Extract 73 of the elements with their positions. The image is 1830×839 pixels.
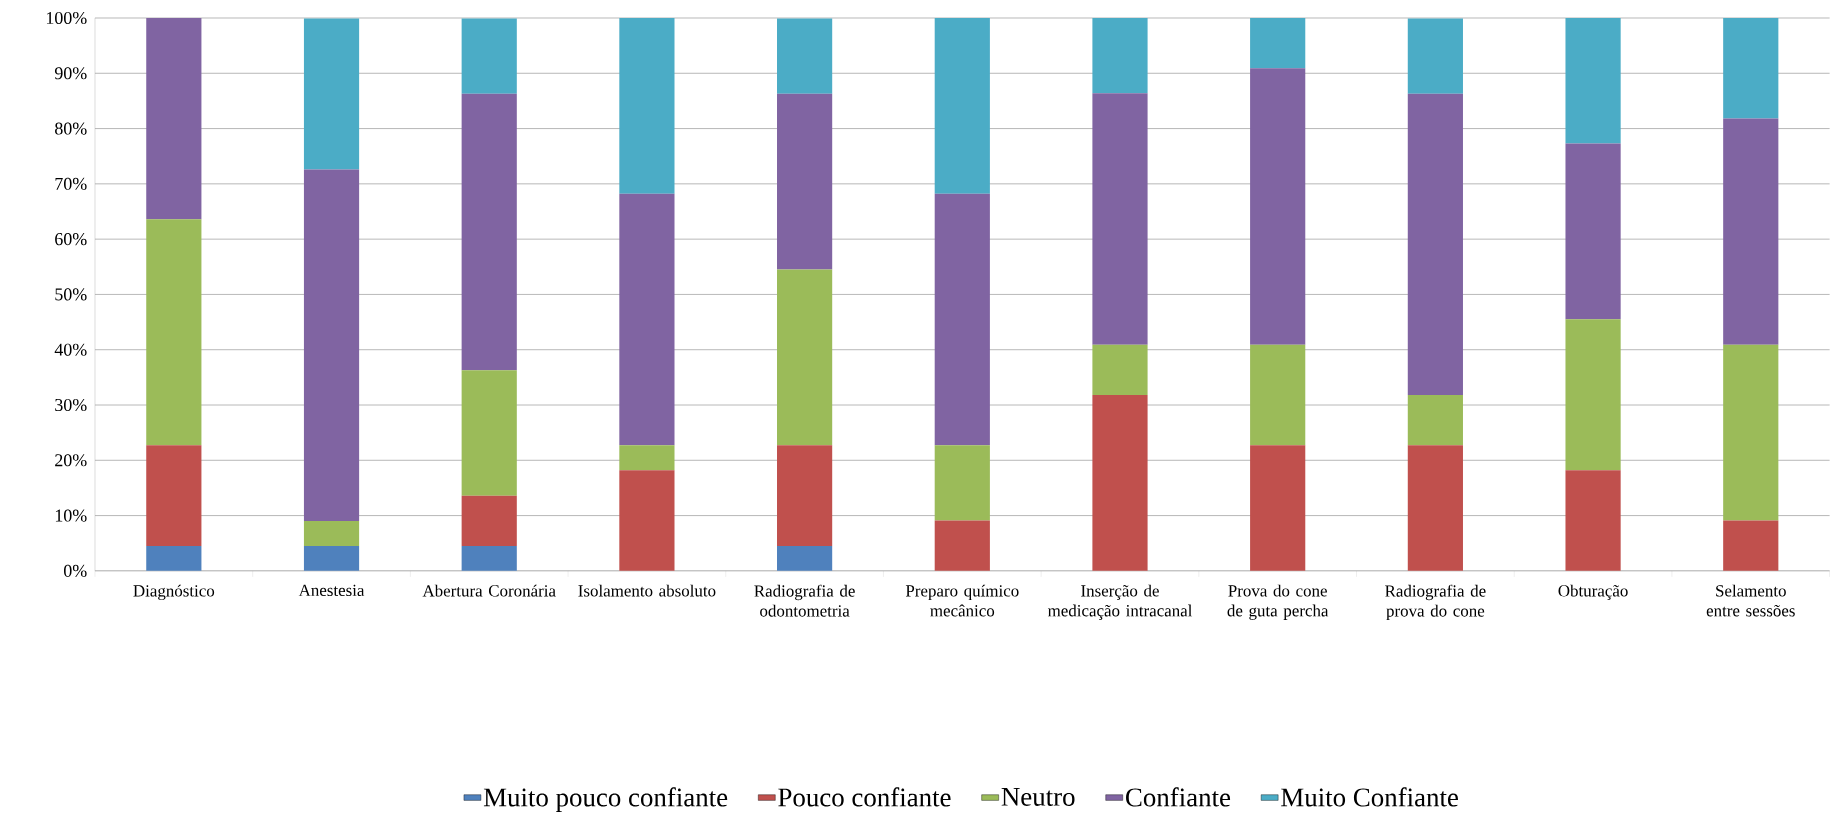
- legend-label: Muito Confiante: [1281, 787, 1458, 807]
- y-tick-label: 60%: [55, 233, 87, 246]
- legend-label: Pouco confiante: [778, 787, 951, 807]
- bar: [1407, 445, 1463, 571]
- y-tick-label: 10%: [55, 509, 87, 522]
- bar: [1723, 344, 1779, 521]
- bar: [934, 445, 990, 521]
- y-tick-label: 70%: [55, 177, 87, 191]
- bar: [1723, 18, 1779, 119]
- x-tick-label: Selamento entre sessões: [1706, 584, 1795, 617]
- bar: [1723, 118, 1779, 345]
- bar: [777, 18, 833, 94]
- bar: [1092, 395, 1148, 571]
- bar: [1092, 344, 1148, 396]
- legend-label: Neutro: [1001, 788, 1075, 806]
- y-tick-label: 90%: [54, 67, 87, 80]
- legend-label: Confiante: [1126, 787, 1231, 807]
- bar: [1250, 445, 1306, 571]
- bar: [1565, 18, 1621, 144]
- legend-label: Muito pouco confiante: [483, 787, 728, 813]
- bar: [619, 193, 675, 446]
- x-tick-label: Radiografia de prova do cone: [1385, 584, 1486, 621]
- x-tick-label: Radiografia de odontometria: [754, 584, 855, 617]
- x-tick-label: Diagnóstico: [133, 584, 215, 601]
- x-tick-label: Isolamento absoluto: [578, 584, 716, 597]
- bar: [934, 520, 990, 571]
- bar: [303, 521, 360, 547]
- bar: [146, 18, 202, 220]
- bar: [934, 18, 990, 194]
- bar: [619, 470, 675, 571]
- bar: [1723, 520, 1779, 571]
- bar: [934, 193, 990, 446]
- bar: [619, 18, 675, 194]
- x-tick-label: Preparo químico mecânico: [905, 584, 1019, 617]
- y-tick-label: 50%: [55, 288, 87, 301]
- bar: [1092, 93, 1148, 345]
- x-tick-label: Obturação: [1558, 584, 1628, 601]
- bar: [777, 546, 833, 571]
- y-tick-label: 100%: [46, 12, 87, 25]
- bar: [303, 18, 360, 170]
- bar: [461, 495, 517, 547]
- bar: [1407, 18, 1463, 94]
- x-tick-label: Anestesia: [298, 584, 365, 597]
- y-tick-label: 0%: [64, 564, 87, 578]
- bar: [777, 93, 833, 270]
- bar: [1407, 93, 1463, 396]
- bar: [461, 18, 517, 94]
- bar: [146, 219, 202, 446]
- bar: [146, 445, 202, 547]
- bar: [777, 269, 833, 446]
- bar: [1250, 68, 1306, 345]
- bar: [1407, 395, 1463, 446]
- bar: [1250, 344, 1306, 446]
- bar: [461, 93, 517, 371]
- x-tick-label: Prova do cone de guta percha: [1227, 584, 1329, 621]
- x-tick-label: Inserção de medicação intracanal: [1047, 584, 1193, 621]
- bar: [146, 546, 202, 571]
- bar: [1565, 470, 1621, 571]
- bar: [1092, 18, 1148, 94]
- bar: [461, 546, 517, 571]
- bar: [303, 169, 360, 522]
- bar: [461, 370, 517, 496]
- bar: [1250, 18, 1306, 69]
- bar: [303, 546, 360, 571]
- bar: [619, 445, 675, 471]
- y-tick-label: 20%: [55, 454, 87, 467]
- y-tick-label: 30%: [55, 399, 87, 412]
- y-tick-label: 80%: [55, 122, 87, 135]
- x-tick-label: Abertura Coronária: [422, 584, 556, 597]
- bar: [1565, 319, 1621, 471]
- bar: [1565, 143, 1621, 320]
- bar: [777, 445, 833, 547]
- y-tick-label: 40%: [54, 343, 87, 356]
